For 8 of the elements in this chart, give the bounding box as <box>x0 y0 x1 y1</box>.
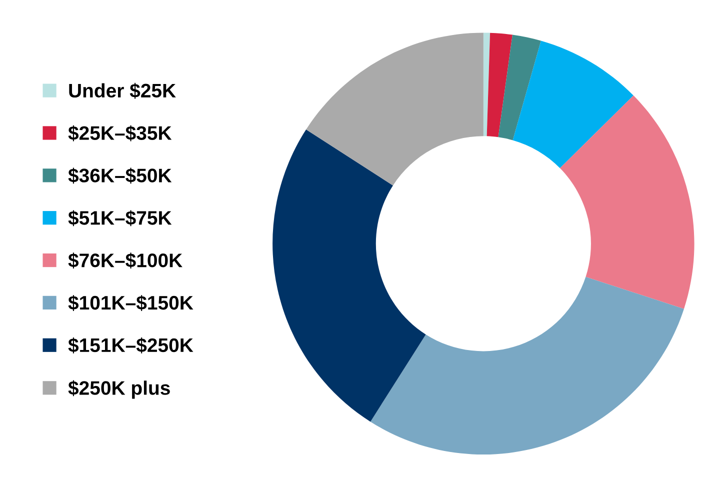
legend-label: $51K–$75K <box>68 210 172 226</box>
legend-label: $76K–$100K <box>68 252 182 269</box>
legend-label: $101K–$150K <box>68 295 194 311</box>
legend-label: $151K–$250K <box>68 338 194 354</box>
legend-label: $36K–$50K <box>68 168 172 184</box>
legend-label: Under $25K <box>69 82 176 99</box>
legend-label: $250K plus <box>68 380 170 399</box>
legend-label: $25K–$35K <box>68 125 172 142</box>
